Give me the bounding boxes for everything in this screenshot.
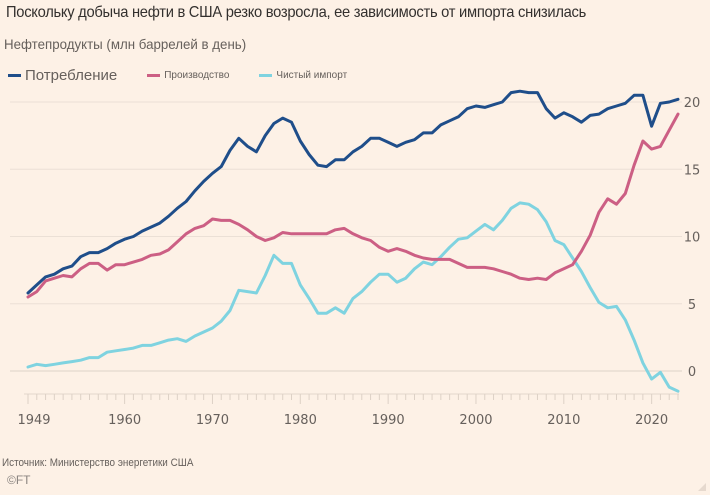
resize-handle-icon [698,483,706,491]
legend-label-production: Производство [164,69,230,81]
line-production [26,112,680,299]
y-tick-label: 20 [684,96,701,111]
x-axis: 1949 1960 1970 1980 1990 2000 2010 2020 [17,393,679,428]
x-tick-label: 1949 [17,413,50,428]
line-net-imports [26,201,680,393]
x-tick-label: 1970 [196,413,229,428]
chart-legend: Потребление Производство Чистый импорт [8,66,377,84]
x-tick-label: 2010 [547,413,580,428]
series-lines [26,89,680,393]
legend-item-consumption: Потребление [8,67,117,84]
x-tick-label: 1960 [108,413,141,428]
source-note: Источник: Министерство энергетики США [2,457,194,469]
x-tick-label: 1990 [372,413,405,428]
legend-swatch-production [147,73,161,77]
legend-swatch-consumption [8,73,21,77]
legend-item-production: Производство [147,70,229,81]
line-consumption [26,89,680,295]
x-tick-label: 2020 [635,413,668,428]
y-tick-label: 0 [688,365,696,380]
chart-subtitle: Нефтепродукты (млн баррелей в день) [4,36,247,52]
legend-label-net-imports: Чистый импорт [276,69,348,81]
ft-copyright: ©FT [7,473,31,487]
gridlines [10,101,682,372]
legend-swatch-net-imports [259,73,273,77]
x-tick-label: 1980 [284,413,317,428]
x-tick-label: 2000 [459,413,492,428]
y-axis: 0 5 10 15 20 [684,96,701,380]
legend-label-consumption: Потребление [25,66,118,84]
y-tick-label: 10 [684,231,701,246]
chart-title: Поскольку добыча нефти в США резко возро… [6,4,587,21]
legend-item-net-imports: Чистый импорт [259,70,347,81]
y-tick-label: 5 [688,298,696,313]
y-tick-label: 15 [684,163,701,178]
